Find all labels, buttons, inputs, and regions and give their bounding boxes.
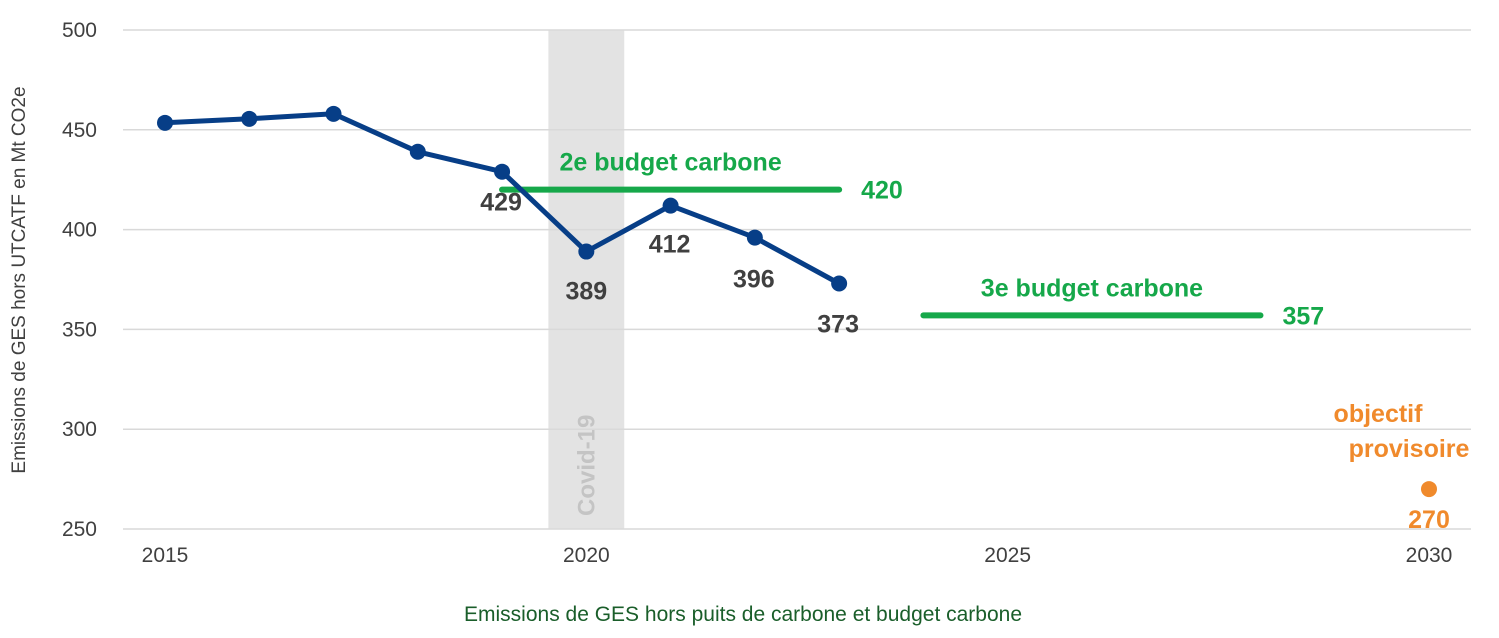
objective-point: [1421, 481, 1437, 498]
data-point-2022: [746, 229, 763, 246]
y-tick-350: 350: [62, 318, 97, 341]
budget-value-1: 420: [861, 177, 903, 205]
y-tick-300: 300: [62, 418, 97, 441]
data-point-2021: [662, 197, 679, 214]
y-tick-450: 450: [62, 119, 97, 142]
data-label-2020: 389: [565, 278, 607, 306]
y-tick-labels: 250 300 350 400 450 500: [62, 19, 97, 541]
objective-label-line2: provisoire: [1349, 435, 1470, 463]
gridlines: [123, 29, 1471, 530]
chart-subtitle: Emissions de GES hors puits de carbone e…: [464, 603, 1022, 626]
x-tick-labels: 2015 2020 2025 2030: [142, 544, 1453, 567]
objective-label-line1: objectif: [1334, 400, 1424, 428]
data-point-2023: [831, 275, 848, 292]
data-point-2015: [157, 114, 173, 131]
emissions-data-labels: 429 389 412 396 373: [480, 189, 859, 339]
objective-value-label: 270: [1408, 506, 1450, 534]
data-label-2019: 429: [480, 189, 522, 217]
data-point-2016: [241, 110, 258, 127]
y-tick-400: 400: [62, 219, 97, 242]
budget-name-2: 3e budget carbone: [981, 274, 1203, 302]
data-label-2022: 396: [733, 266, 775, 294]
y-tick-250: 250: [62, 518, 97, 541]
y-axis-title: Emissions de GES hors UTCATF en Mt CO2e: [9, 86, 30, 473]
x-tick-2030: 2030: [1406, 544, 1453, 567]
budget-value-2: 357: [1282, 302, 1324, 330]
x-tick-2020: 2020: [563, 544, 610, 567]
data-label-2021: 412: [649, 231, 691, 259]
data-point-2019: [494, 163, 511, 180]
data-point-2020: [578, 243, 595, 260]
budget-name-1: 2e budget carbone: [559, 149, 781, 177]
covid-label: Covid-19: [573, 415, 600, 516]
x-tick-2025: 2025: [984, 544, 1031, 567]
x-tick-2015: 2015: [142, 544, 189, 567]
emissions-series-points: [157, 105, 848, 292]
data-point-2017: [325, 105, 342, 122]
y-tick-500: 500: [62, 19, 97, 42]
data-label-2023: 373: [817, 310, 859, 338]
budget-lines: 2e budget carbone 420 3e budget carbone 357: [499, 149, 1324, 330]
data-point-2018: [409, 143, 426, 160]
covid-band: [548, 30, 625, 529]
